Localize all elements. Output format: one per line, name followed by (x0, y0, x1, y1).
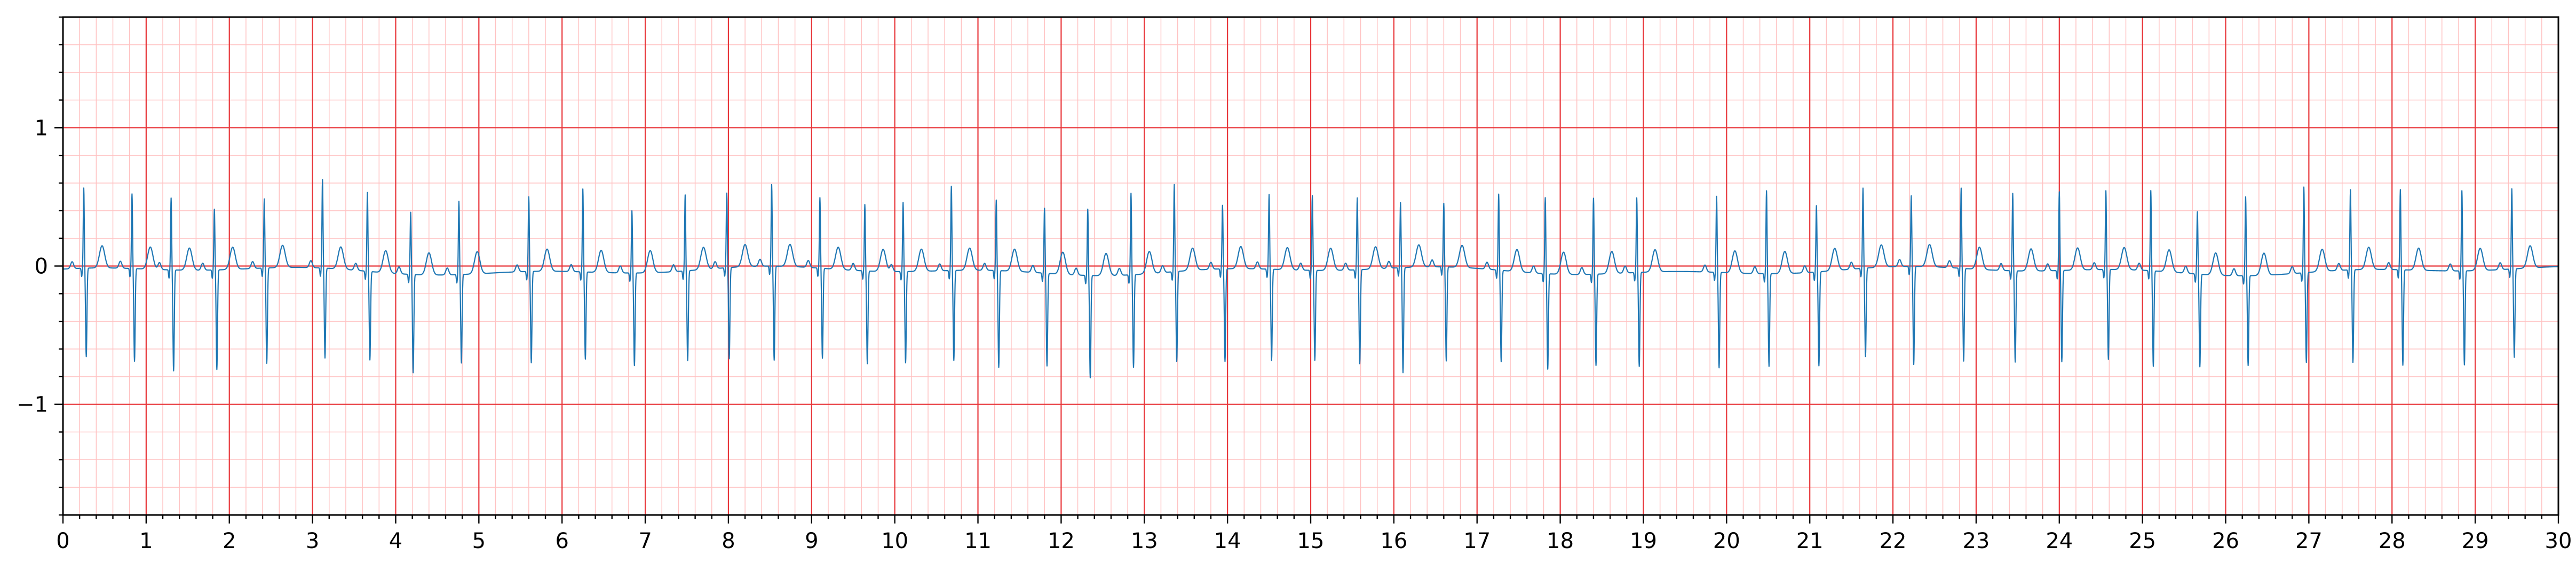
x-tick-label: 3 (306, 529, 319, 553)
x-tick-label: 24 (2046, 529, 2073, 553)
x-tick-label: 4 (389, 529, 402, 553)
x-tick-label: 15 (1297, 529, 1325, 553)
x-tick-label: 12 (1048, 529, 1075, 553)
y-tick-label: 1 (35, 116, 48, 140)
x-tick-label: 30 (2545, 529, 2572, 553)
x-tick-label: 16 (1380, 529, 1407, 553)
x-tick-label: 19 (1630, 529, 1657, 553)
x-tick-label: 17 (1463, 529, 1491, 553)
x-tick-label: 28 (2379, 529, 2406, 553)
x-tick-label: 6 (555, 529, 568, 553)
x-tick-label: 8 (722, 529, 735, 553)
x-tick-label: 26 (2212, 529, 2239, 553)
ecg-trace-line (62, 179, 2559, 379)
x-tick-label: 29 (2462, 529, 2489, 553)
x-tick-label: 11 (964, 529, 992, 553)
x-tick-label: 1 (139, 529, 153, 553)
x-tick-label: 13 (1131, 529, 1158, 553)
y-axis-tick-labels: −1 0 1 (17, 116, 48, 417)
x-tick-label: 5 (472, 529, 486, 553)
x-tick-label: 21 (1796, 529, 1824, 553)
x-tick-label: 23 (1962, 529, 1990, 553)
x-tick-label: 2 (223, 529, 236, 553)
x-tick-label: 0 (56, 529, 69, 553)
x-tick-label: 20 (1713, 529, 1740, 553)
y-tick-label: −1 (17, 393, 48, 417)
x-tick-label: 7 (638, 529, 652, 553)
x-tick-label: 22 (1880, 529, 1907, 553)
x-tick-label: 14 (1214, 529, 1241, 553)
x-tick-label: 9 (805, 529, 818, 553)
y-tick-label: 0 (35, 255, 48, 279)
axis-ticks (54, 16, 2559, 524)
x-tick-label: 25 (2129, 529, 2156, 553)
x-tick-label: 10 (881, 529, 908, 553)
x-tick-label: 27 (2295, 529, 2323, 553)
x-axis-tick-labels: 0 1 2 3 4 5 6 7 8 9 10 11 12 13 14 15 16 17 18 19 20 21 22 23 24… (56, 529, 2572, 553)
x-tick-label: 18 (1547, 529, 1574, 553)
